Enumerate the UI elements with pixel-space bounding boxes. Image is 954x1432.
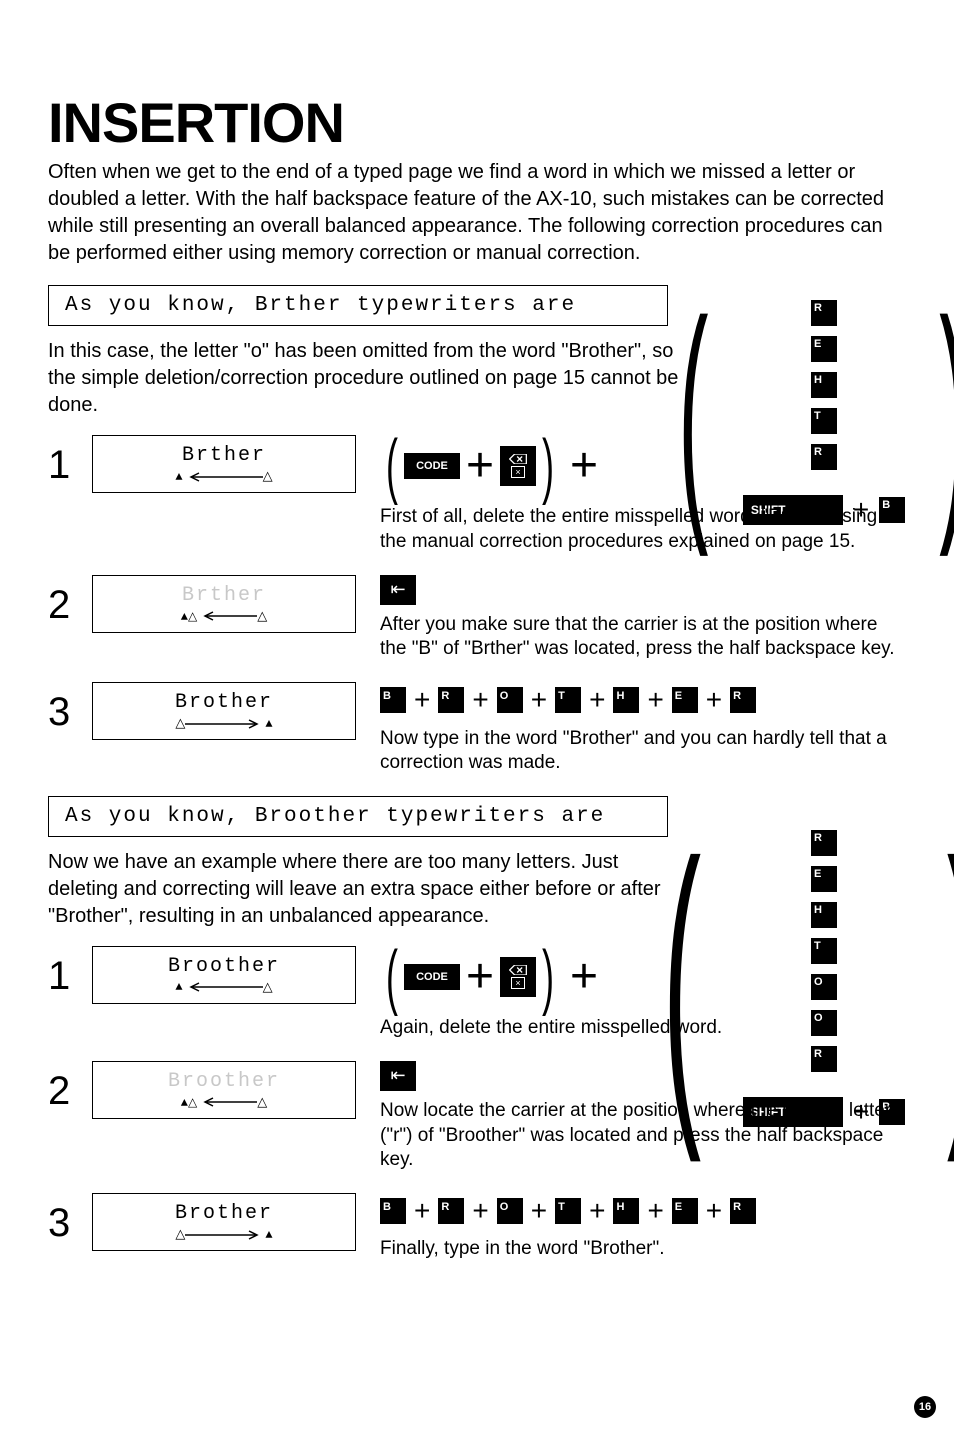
code-delete-seq: ( CODE + × ) + [380, 946, 906, 1008]
arrow-left: ▲ △ [175, 980, 272, 995]
step-word: Brother [175, 1202, 273, 1225]
ex1-step3: 3 Brother △ ▲ B+R+O+T+H+E+R Now type in … [48, 682, 906, 776]
intro-text: Often when we get to the end of a typed … [48, 159, 906, 267]
step-desc: First of all, delete the entire misspell… [380, 505, 906, 554]
step-number: 1 [48, 946, 92, 999]
letter-key: T [811, 408, 837, 434]
type-sequence: B+R+O+T+H+E+R [380, 682, 906, 718]
ex2-step3: 3 Brother △ ▲ B+R+O+T+H+E+R Finally, typ… [48, 1193, 906, 1262]
arrow-left: ▲ △ [175, 469, 272, 484]
letter-key: R [811, 300, 837, 326]
example1-line: As you know, Brther typewriters are [48, 285, 668, 326]
example2-explain: Now we have an example where there are t… [48, 849, 688, 930]
page-title: INSERTION [48, 90, 906, 155]
step-box: Broother ▲ △ [92, 946, 356, 1004]
step-desc: Now type in the word "Brother" and you c… [380, 727, 906, 776]
step-box: Brther ▲△ △ [92, 575, 356, 633]
half-backspace-key: ⇤ [380, 1061, 416, 1091]
example1-explain: In this case, the letter "o" has been om… [48, 338, 688, 419]
arrow-right: △ ▲ [175, 1227, 272, 1242]
arrow-left: ▲△ △ [181, 1095, 267, 1110]
page: INSERTION Often when we get to the end o… [0, 0, 954, 1432]
code-key: CODE [404, 453, 460, 479]
step-box: Brother △ ▲ [92, 1193, 356, 1251]
ex1-step1: 1 Brther ▲ △ ( CODE + × ) [48, 435, 906, 555]
letter-key: O [497, 1198, 523, 1224]
step-word: Broother [168, 1070, 280, 1093]
step-number: 3 [48, 1193, 92, 1246]
letter-key: T [555, 1198, 581, 1224]
step-number: 2 [48, 575, 92, 628]
letter-key: H [613, 687, 639, 713]
arrow-left: ▲△ △ [181, 609, 267, 624]
delete-key: × [500, 957, 536, 997]
letter-key: H [811, 902, 837, 928]
letter-key: R [811, 830, 837, 856]
code-delete-seq: ( CODE + × ) + [380, 435, 906, 497]
page-number: 16 [914, 1396, 936, 1418]
step-word: Brther [182, 584, 266, 607]
step-word: Brther [182, 444, 266, 467]
half-backspace-key: ⇤ [380, 575, 416, 605]
step-desc: Now locate the carrier at the position w… [380, 1099, 906, 1173]
letter-key: B [380, 1198, 406, 1224]
type-sequence: B+R+O+T+H+E+R [380, 1193, 906, 1229]
letter-key: R [438, 1198, 464, 1224]
letter-key: E [672, 687, 698, 713]
letter-key: T [555, 687, 581, 713]
ex2-step2: 2 Broother ▲△ △ ⇤ Now locate the carrier… [48, 1061, 906, 1173]
step-box: Broother ▲△ △ [92, 1061, 356, 1119]
step-desc: Again, delete the entire misspelled word… [380, 1016, 906, 1041]
letter-key: R [438, 687, 464, 713]
step-box: Brother △ ▲ [92, 682, 356, 740]
step-number: 2 [48, 1061, 92, 1114]
letter-key: E [672, 1198, 698, 1224]
example2-line: As you know, Broother typewriters are [48, 796, 668, 837]
step-desc: Finally, type in the word "Brother". [380, 1237, 906, 1262]
code-key: CODE [404, 964, 460, 990]
step-number: 3 [48, 682, 92, 735]
letter-key: B [380, 687, 406, 713]
delete-key: × [500, 446, 536, 486]
step-number: 1 [48, 435, 92, 488]
ex2-step1: 1 Broother ▲ △ ( CODE + × ) [48, 946, 906, 1041]
letter-key: E [811, 336, 837, 362]
letter-key: R [730, 1198, 756, 1224]
letter-key: E [811, 866, 837, 892]
letter-key: O [497, 687, 523, 713]
ex1-step2: 2 Brther ▲△ △ ⇤ After you make sure that… [48, 575, 906, 662]
arrow-right: △ ▲ [175, 716, 272, 731]
step-word: Brother [175, 691, 273, 714]
letter-key: R [730, 687, 756, 713]
letter-key: H [811, 372, 837, 398]
step-word: Broother [168, 955, 280, 978]
step-box: Brther ▲ △ [92, 435, 356, 493]
letter-key: H [613, 1198, 639, 1224]
step-desc: After you make sure that the carrier is … [380, 613, 906, 662]
